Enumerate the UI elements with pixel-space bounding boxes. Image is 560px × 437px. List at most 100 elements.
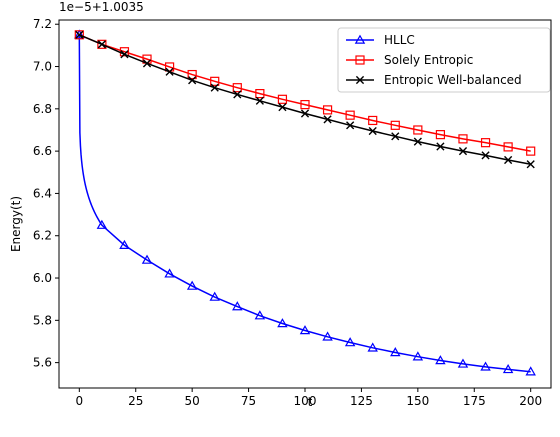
data-point [165,67,174,76]
data-point [390,120,400,130]
data-point [75,30,84,39]
y-tick-label: 5.8 [33,313,52,327]
data-point [232,83,242,93]
series-line [78,34,531,373]
x-tick-label: 100 [294,394,317,408]
legend: HLLC Solely Entropic Entropic Well-balance… [337,27,551,93]
y-tick-label: 6.6 [33,144,52,158]
x-tick-label: 200 [519,394,542,408]
y-tick-label: 7.2 [33,17,52,31]
legend-label: Solely Entropic [384,53,473,67]
data-point [254,310,266,320]
data-point [97,40,106,49]
data-point [367,342,378,352]
series-solely-entropic [74,30,536,156]
data-point [209,291,220,301]
x-tick-label: 50 [185,394,200,408]
legend-label: Entropic Well-balanced [384,73,522,87]
x-axis-label: t [308,395,313,409]
x-tick-label: 150 [406,394,429,408]
data-point [141,254,153,264]
y-tick-label: 5.6 [33,356,52,370]
data-point [457,358,469,368]
data-point [232,301,243,311]
data-point [504,155,513,165]
data-point [96,219,108,229]
x-tick-label: 75 [241,394,256,408]
data-point [458,134,468,144]
legend-marker [355,55,365,65]
data-point [503,142,513,152]
data-point [413,137,422,146]
data-point [255,96,264,105]
legend-item: Entropic Well-balanced [346,73,522,87]
data-point [346,121,355,130]
data-point [255,88,265,99]
data-point [210,83,219,92]
data-point [142,59,152,68]
y-tick-label: 6.0 [33,271,52,285]
data-point [210,76,220,86]
data-point [481,151,490,160]
legend-item: Solely Entropic [346,53,473,67]
y-tick-label: 6.8 [33,102,52,116]
data-point [233,90,242,99]
data-point [119,239,130,249]
data-point [458,147,468,156]
data-point [300,99,310,110]
legend-box [337,27,551,93]
legend-item: HLLC [346,33,415,47]
legend-marker [355,75,365,85]
series-entropic-well-balanced [75,30,535,169]
data-point [435,355,446,365]
x-tick-label: 25 [128,394,143,408]
data-point [300,109,310,118]
series-layer [74,29,536,376]
series-hllc [74,29,536,376]
data-point [277,94,288,104]
data-point [525,366,536,376]
y-tick-label: 6.4 [33,186,52,200]
data-point [277,318,288,328]
data-point [413,125,423,135]
data-point [391,132,400,141]
legend-label: HLLC [384,33,415,47]
legend-marker [354,34,366,44]
y-axis-label: Energy(t) [9,196,23,252]
data-point [344,337,356,347]
x-tick-label: 0 [75,394,83,408]
data-point [120,50,129,59]
series-line [79,34,531,152]
data-point [345,110,355,120]
y-tick-label: 6.2 [33,229,52,243]
data-point [368,115,378,126]
data-point [322,105,333,115]
x-tick-label: 175 [463,394,486,408]
data-point [502,363,514,374]
data-point [186,280,198,290]
data-point [323,115,332,124]
data-point [74,30,84,40]
x-tick-label: 125 [350,394,373,408]
data-point [526,146,536,156]
data-point [187,69,197,80]
data-point [526,160,535,169]
data-point [436,142,445,151]
axis-offset-text: 1e−5+1.0035 [59,0,144,14]
data-point [368,126,377,136]
data-point [97,39,107,49]
data-point [278,103,287,112]
data-point [299,325,311,335]
data-point [480,138,491,148]
data-point [412,351,424,361]
data-point [74,29,85,39]
data-point [435,130,446,140]
data-point [390,347,401,357]
data-point [480,361,491,371]
data-point [188,76,197,85]
data-point [164,268,175,278]
y-axis: 5.6 5.8 6.0 6.2 6.4 6.6 6.8 7.0 7.2 [33,17,59,370]
data-point [322,331,333,341]
y-tick-label: 7.0 [33,60,52,74]
